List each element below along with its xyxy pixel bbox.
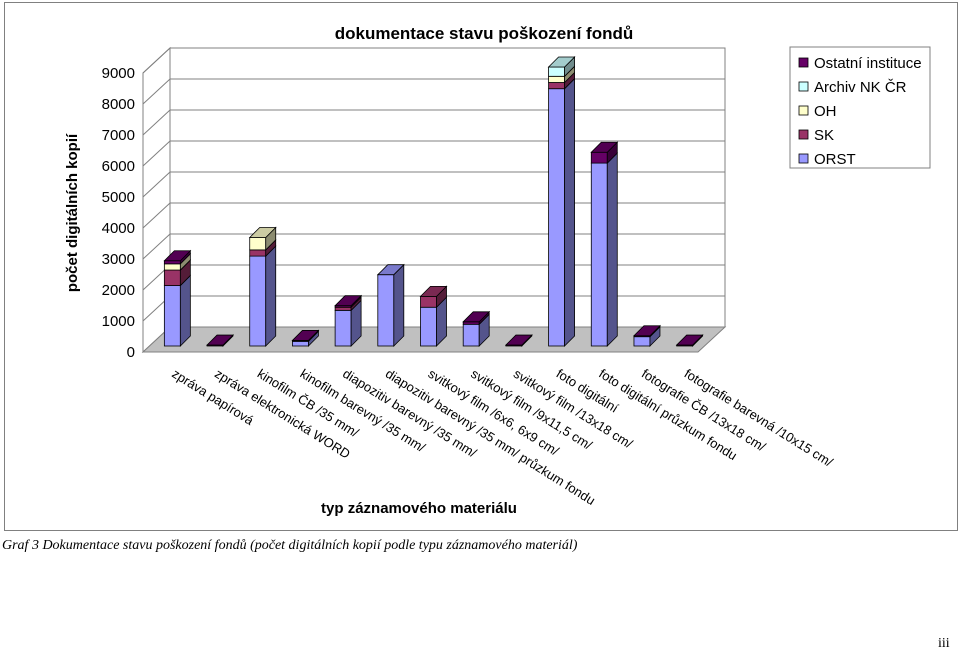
figure-caption: Graf 3 Dokumentace stavu poškození fondů… bbox=[2, 538, 578, 553]
bar-segment bbox=[547, 56, 576, 78]
legend-swatch bbox=[798, 129, 809, 140]
bar-segment bbox=[590, 152, 618, 347]
y-tick-label: 9000 bbox=[102, 65, 135, 82]
bar-segment bbox=[590, 141, 619, 165]
page-number: iii bbox=[938, 636, 950, 651]
legend-swatch bbox=[798, 81, 809, 92]
legend-swatch bbox=[798, 57, 809, 68]
bar-segment bbox=[548, 77, 575, 347]
gridline bbox=[142, 78, 725, 105]
y-tick-label: 4000 bbox=[102, 220, 135, 237]
gridline bbox=[142, 202, 725, 229]
bar-segment bbox=[504, 334, 533, 347]
legend-label: Ostatní instituce bbox=[814, 55, 922, 72]
bar-layer bbox=[163, 56, 704, 347]
grid-layer bbox=[142, 46, 726, 354]
gridline bbox=[142, 109, 725, 136]
gridline bbox=[142, 171, 725, 198]
legend-label: SK bbox=[814, 127, 834, 144]
gridline bbox=[142, 47, 725, 74]
chart-title: dokumentace stavu poškození fondů bbox=[335, 24, 634, 43]
gridline bbox=[142, 233, 725, 260]
legend-label: ORST bbox=[814, 151, 856, 168]
bar-segment bbox=[675, 334, 704, 347]
y-tick-label: 7000 bbox=[102, 127, 135, 144]
y-tick-label: 3000 bbox=[102, 251, 135, 268]
bar-segment bbox=[462, 310, 491, 326]
y-tick-label: 8000 bbox=[102, 96, 135, 113]
bar-segment bbox=[376, 263, 405, 347]
y-tick-label: 1000 bbox=[102, 313, 135, 330]
x-axis-title: typ záznamového materiálu bbox=[321, 500, 517, 517]
bar-segment bbox=[419, 285, 448, 309]
legend-swatch bbox=[798, 105, 809, 116]
gridline bbox=[142, 140, 725, 167]
bar-segment bbox=[249, 245, 277, 347]
chart-frame: 0 1000 2000 3000 4000 5000 6000 7000 8000 9000 zp… bbox=[4, 2, 958, 531]
legend-swatch bbox=[798, 153, 809, 164]
bar-segment bbox=[248, 226, 277, 251]
y-axis-title: počet digitálních kopií bbox=[64, 133, 81, 292]
chart-svg: 0 1000 2000 3000 4000 5000 6000 7000 8000 9000 zp… bbox=[64, 24, 931, 517]
bar-segment bbox=[334, 294, 363, 309]
y-tick-label: 0 bbox=[127, 344, 135, 361]
bar-segment bbox=[632, 324, 661, 338]
bar-segment bbox=[291, 329, 320, 343]
bar-segment bbox=[206, 334, 235, 347]
y-tick-label: 5000 bbox=[102, 189, 135, 206]
bar-segment bbox=[163, 259, 191, 287]
bar-segment bbox=[334, 299, 362, 347]
y-tick-labels: 0 1000 2000 3000 4000 5000 6000 7000 8000 9000 bbox=[102, 65, 135, 361]
legend: Ostatní instituce Archiv NK ČR OH SK ORST bbox=[789, 46, 931, 169]
bar-segment bbox=[163, 274, 191, 347]
legend-box bbox=[789, 46, 931, 169]
y-tick-label: 2000 bbox=[102, 282, 135, 299]
y-tick-label: 6000 bbox=[102, 158, 135, 175]
legend-label: Archiv NK ČR bbox=[814, 79, 907, 96]
bar-segment bbox=[163, 249, 192, 265]
legend-label: OH bbox=[814, 103, 837, 120]
